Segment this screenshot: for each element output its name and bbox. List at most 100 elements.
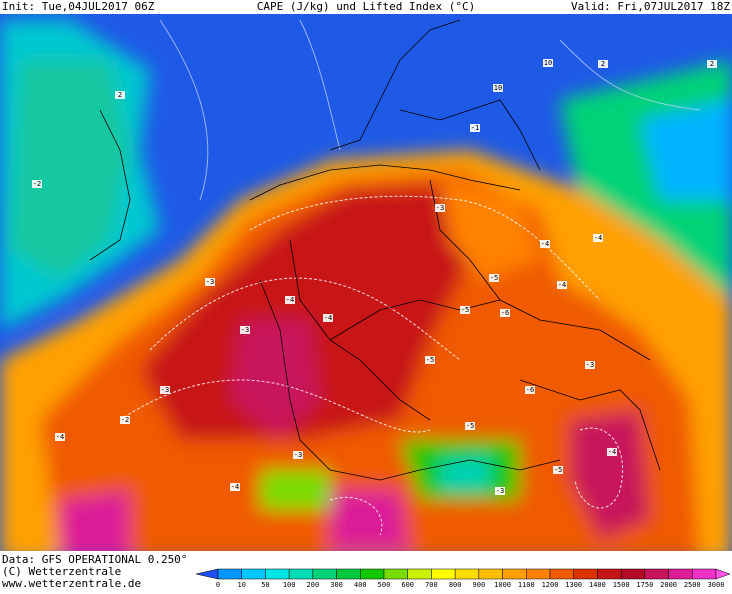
map-label: -4 xyxy=(608,448,616,456)
map-label-box xyxy=(205,278,215,286)
colorbar-label: 500 xyxy=(378,581,391,589)
map-label-box xyxy=(540,240,550,248)
colorbar-segment xyxy=(478,568,503,580)
map-label: -5 xyxy=(554,466,562,474)
isolines xyxy=(159,19,701,201)
colorbar: 0 10 50 100 200 300 400 500 600 700 800 900 1000 1100… xyxy=(195,568,731,589)
colorbar-segment xyxy=(573,568,598,580)
map-label-box xyxy=(593,234,603,242)
colorbar-label: 2500 xyxy=(684,581,701,589)
colorbar-arrow-left xyxy=(195,568,219,580)
copyright: (C) Wetterzentrale xyxy=(2,565,121,578)
colorbar-label: 1500 xyxy=(613,581,630,589)
map-label: -2 xyxy=(121,416,129,424)
map-label-box xyxy=(489,274,499,282)
valid-time: Valid: Fri,07JUL2017 18Z xyxy=(571,0,730,13)
map-label: -4 xyxy=(324,314,332,322)
map-labels: 10 10 2 2 -2 2 -1 -3 -4 -4 -3 -5 -4 -6 -5 -3 -4 -5 -3 -4 -6 -… xyxy=(32,59,717,495)
cape-field xyxy=(0,20,732,551)
lifted-index-contours xyxy=(119,195,624,536)
map-label-box xyxy=(553,466,563,474)
data-source: Data: GFS OPERATIONAL 0.250° xyxy=(2,553,187,566)
map-label-box xyxy=(500,309,510,317)
colorbar-segment xyxy=(431,568,456,580)
map-label-box xyxy=(323,314,333,322)
colorbar-label: 1000 xyxy=(494,581,511,589)
colorbar-label: 1300 xyxy=(565,581,582,589)
init-time: Init: Tue,04JUL2017 06Z xyxy=(2,0,155,13)
map-label: -6 xyxy=(526,386,534,394)
colorbar-label: 3000 xyxy=(708,581,725,589)
colorbar-segment xyxy=(597,568,622,580)
map-label: -2 xyxy=(33,180,41,188)
map-label-box xyxy=(707,60,717,68)
colorbar-segment xyxy=(217,568,242,580)
map-label: -4 xyxy=(594,234,602,242)
colorbar-label: 600 xyxy=(401,581,414,589)
map-label-box xyxy=(557,281,567,289)
map-label: -4 xyxy=(541,240,549,248)
colorbar-segment xyxy=(265,568,290,580)
map-label: -3 xyxy=(294,451,302,459)
colorbar-segment xyxy=(454,568,480,580)
colorbar-segment xyxy=(241,568,266,580)
map-title: CAPE (J/kg) und Lifted Index (°C) xyxy=(257,0,476,13)
colorbar-arrow-right xyxy=(715,568,731,580)
map-label-box xyxy=(598,60,608,68)
map-label-box xyxy=(55,433,65,441)
map-label-box xyxy=(240,326,250,334)
colorbar-segment xyxy=(502,568,527,580)
map-label: -6 xyxy=(501,309,509,317)
url: www.wetterzentrale.de xyxy=(2,577,141,590)
colorbar-segment xyxy=(526,568,551,580)
colorbar-label: 1750 xyxy=(636,581,653,589)
colorbar-segment xyxy=(644,568,669,580)
map-label: -3 xyxy=(161,386,169,394)
colorbar-segment xyxy=(668,568,693,580)
map-label: -4 xyxy=(56,433,64,441)
map-label: -5 xyxy=(426,356,434,364)
colorbar-label: 1200 xyxy=(542,581,559,589)
colorbar-segment xyxy=(620,568,646,580)
colorbar-label: 0 xyxy=(216,581,220,589)
map-label: 2 xyxy=(118,91,122,99)
colorbar-label: 100 xyxy=(283,581,296,589)
colorbar-segment xyxy=(383,568,408,580)
map-label: -3 xyxy=(586,361,594,369)
map-label: -5 xyxy=(466,422,474,430)
map-label: -3 xyxy=(206,278,214,286)
map-label-box xyxy=(285,296,295,304)
map-label: -4 xyxy=(286,296,294,304)
colorbar-label: 200 xyxy=(307,581,320,589)
colorbar-label: 10 xyxy=(237,581,245,589)
map-label-box xyxy=(585,361,595,369)
colorbar-segment xyxy=(407,568,432,580)
map-label: -3 xyxy=(241,326,249,334)
colorbar-label: 1400 xyxy=(589,581,606,589)
map-label: 10 xyxy=(494,84,502,92)
map-label-box xyxy=(493,84,503,92)
map-label-box xyxy=(465,422,475,430)
colorbar-segment xyxy=(692,568,717,580)
map-label: 10 xyxy=(544,59,552,67)
map-field xyxy=(0,14,732,551)
map-label-box xyxy=(495,487,505,495)
colorbar-segment xyxy=(336,568,361,580)
colorbar-label: 50 xyxy=(261,581,269,589)
map-label-box xyxy=(293,451,303,459)
colorbar-label: 400 xyxy=(354,581,367,589)
colorbar-segment xyxy=(549,568,574,580)
colorbar-segment xyxy=(360,568,385,580)
map-label-box xyxy=(160,386,170,394)
colorbar-label: 2000 xyxy=(660,581,677,589)
map-label-box xyxy=(115,91,125,99)
map-label: -3 xyxy=(436,204,444,212)
map-label: 2 xyxy=(710,60,714,68)
map-label-box xyxy=(435,204,445,212)
borders xyxy=(89,19,661,481)
map-label-box xyxy=(460,306,470,314)
colorbar-segment xyxy=(288,568,314,580)
map-label: -1 xyxy=(471,124,479,132)
colorbar-label: 1100 xyxy=(518,581,535,589)
